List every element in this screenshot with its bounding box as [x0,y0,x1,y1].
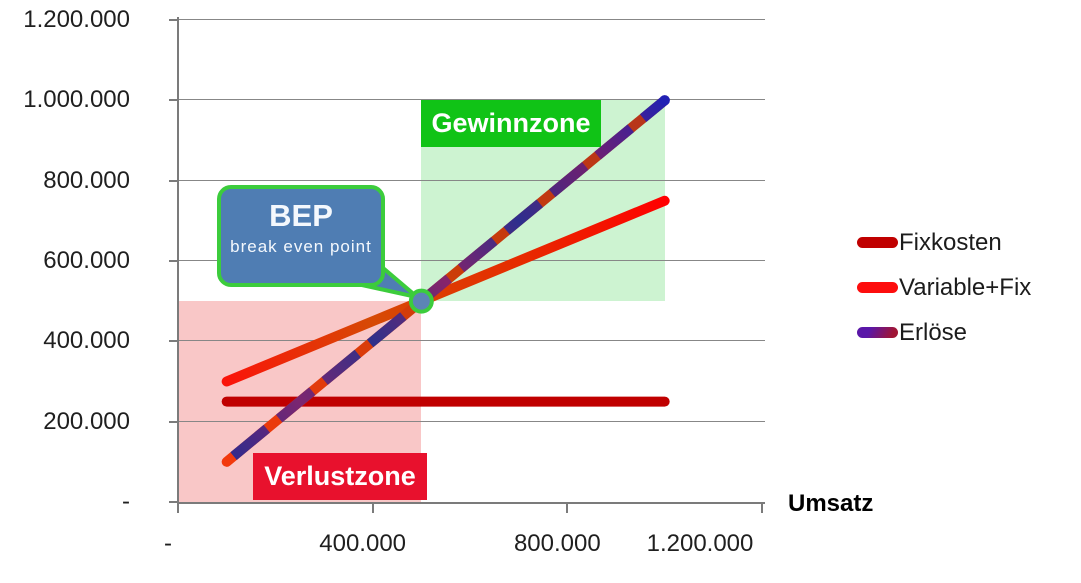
y-tick-600000 [169,260,178,262]
legend-line-swatch [857,282,898,293]
y-tick-label: 400.000 [43,327,130,355]
x-tick-label: 800.000 [513,530,601,557]
y-tick-label: - [122,488,130,515]
erloese-end-cap [659,95,670,106]
bep-title: BEP [269,198,333,233]
x-axis-line [177,502,765,504]
legend-item-variable-fix[interactable]: Variable+Fix [857,265,1031,310]
y-tick-0 [169,501,178,503]
x-tick-1200000 [761,504,763,513]
gridline-800000 [178,179,765,181]
y-tick-label: 1.000.000 [23,86,130,114]
y-tick-1200000 [169,19,178,21]
bep-callout-bubble[interactable]: BEP break even point [217,185,385,287]
legend-line-swatch [857,327,898,338]
gewinnzone-label[interactable]: Gewinnzone [421,100,601,147]
legend-item-erl-se[interactable]: Erlöse [857,310,1031,355]
y-tick-800000 [169,179,178,182]
x-tick-label: - [164,530,172,557]
legend: Fixkosten Variable+Fix Erlöse [857,220,1031,355]
gridline-1200000 [178,19,765,20]
legend-line-swatch [857,237,898,248]
legend-label: Fixkosten [899,228,1002,256]
y-tick-label: 200.000 [43,407,130,435]
y-tick-label: 600.000 [43,247,130,274]
bep-subtitle: break even point [230,237,372,256]
x-tick-0 [177,504,179,513]
legend-item-fixkosten[interactable]: Fixkosten [857,220,1031,265]
gridline-200000 [178,420,765,422]
x-tick-label: 400.000 [319,530,407,557]
legend-label: Variable+Fix [899,273,1032,301]
y-tick-200000 [169,420,178,423]
x-axis-title: Umsatz [788,490,874,517]
bep-marker[interactable] [408,288,434,314]
y-tick-1000000 [169,99,178,102]
verlustzone-label[interactable]: Verlustzone [253,453,427,500]
x-tick-label: 1.200.000 [646,530,754,557]
series-variable-fix[interactable] [221,195,670,387]
y-tick-label: 1.200.000 [23,6,130,33]
y-axis-line [177,17,179,504]
legend-label: Erlöse [899,318,968,346]
x-tick-400000 [371,504,374,513]
y-tick-label: 800.000 [43,166,130,194]
gridline-1000000 [178,99,765,101]
y-tick-400000 [169,340,178,343]
gridline-400000 [178,340,765,342]
x-tick-800000 [566,504,569,513]
series-erloese[interactable] [223,96,668,466]
